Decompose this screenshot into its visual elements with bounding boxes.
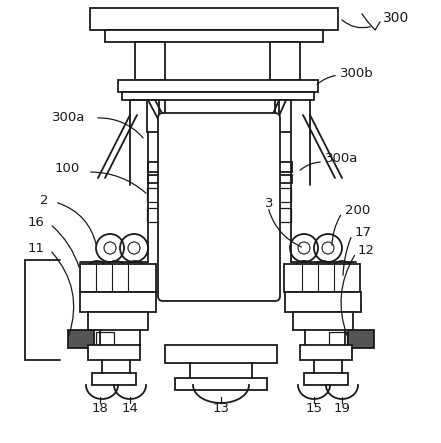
Bar <box>90 8 338 30</box>
Bar <box>300 345 352 360</box>
Bar <box>165 345 277 363</box>
Bar <box>148 175 292 183</box>
Bar <box>96 332 114 345</box>
Bar <box>284 264 360 292</box>
Bar <box>275 188 291 202</box>
Bar <box>147 100 159 132</box>
Bar <box>135 42 165 80</box>
Text: 300a: 300a <box>52 110 86 124</box>
Text: 100: 100 <box>55 162 80 175</box>
Bar <box>304 373 348 385</box>
Text: 16: 16 <box>28 215 45 229</box>
Bar <box>329 332 347 345</box>
Bar <box>68 330 94 348</box>
Bar <box>88 345 140 360</box>
Text: 300: 300 <box>383 11 409 25</box>
Bar <box>80 264 156 292</box>
Text: 11: 11 <box>28 241 45 254</box>
Text: 3: 3 <box>265 197 273 210</box>
Bar <box>122 92 314 100</box>
Text: 14: 14 <box>122 401 138 415</box>
Bar <box>285 292 361 312</box>
Bar <box>88 312 148 330</box>
Bar <box>279 100 291 132</box>
Bar <box>118 80 318 92</box>
Text: 15: 15 <box>306 401 322 415</box>
Text: 13: 13 <box>213 401 229 415</box>
Text: 18: 18 <box>92 401 108 415</box>
Bar <box>270 42 300 80</box>
Text: 12: 12 <box>358 244 375 256</box>
Text: 19: 19 <box>333 401 351 415</box>
Bar <box>275 208 291 222</box>
Bar <box>80 292 156 312</box>
Bar <box>147 208 163 222</box>
Text: 17: 17 <box>355 225 372 238</box>
Text: 200: 200 <box>345 203 370 217</box>
FancyBboxPatch shape <box>158 113 280 301</box>
Text: 300a: 300a <box>325 152 359 164</box>
Bar <box>92 373 136 385</box>
Bar <box>147 188 163 202</box>
Bar <box>348 330 374 348</box>
Text: 300b: 300b <box>340 66 374 79</box>
Bar <box>293 312 353 330</box>
Bar <box>148 162 292 172</box>
Bar <box>105 30 323 42</box>
Text: 2: 2 <box>40 194 49 206</box>
Bar <box>175 378 267 390</box>
